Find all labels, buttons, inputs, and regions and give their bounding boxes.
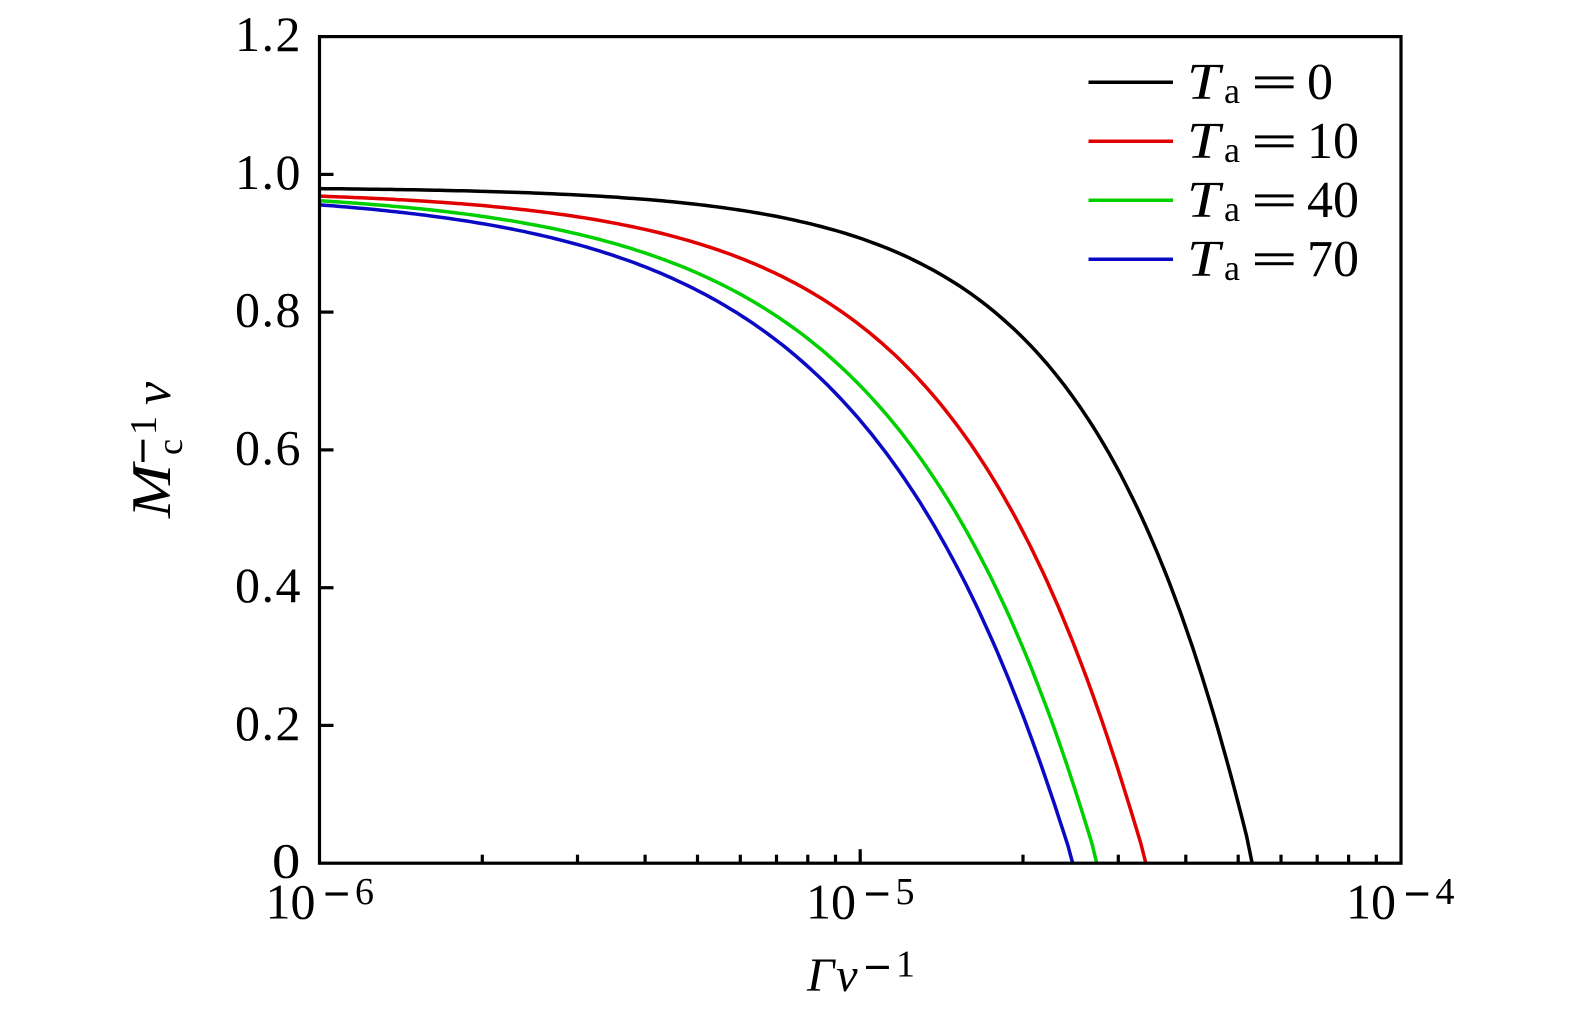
svg-text:10: 10 — [1346, 873, 1396, 929]
svg-text:1: 1 — [123, 416, 165, 435]
svg-text:1.2: 1.2 — [235, 6, 302, 62]
svg-text:a: a — [1224, 248, 1240, 288]
svg-text:5: 5 — [896, 871, 915, 913]
svg-text:40: 40 — [1307, 172, 1359, 229]
svg-text:T: T — [1187, 172, 1224, 229]
svg-text:Γv: Γv — [806, 949, 860, 1002]
svg-text:T: T — [1187, 54, 1224, 111]
svg-text:0.2: 0.2 — [235, 695, 302, 751]
svg-text:T: T — [1187, 231, 1224, 288]
svg-text:a: a — [1224, 71, 1240, 111]
svg-text:10: 10 — [806, 873, 856, 929]
svg-text:c: c — [150, 439, 190, 455]
svg-text:a: a — [1224, 130, 1240, 170]
svg-text:6: 6 — [355, 871, 374, 913]
svg-text:70: 70 — [1307, 231, 1359, 288]
svg-text:0: 0 — [272, 833, 302, 889]
svg-text:1: 1 — [896, 944, 915, 986]
svg-text:a: a — [1224, 189, 1240, 229]
svg-text:0: 0 — [1307, 54, 1333, 111]
svg-text:0.4: 0.4 — [235, 557, 302, 613]
svg-text:v: v — [125, 381, 182, 405]
svg-text:M: M — [121, 460, 183, 519]
svg-text:T: T — [1187, 113, 1224, 170]
svg-text:4: 4 — [1436, 871, 1455, 913]
svg-text:1.0: 1.0 — [235, 144, 302, 200]
svg-text:0.8: 0.8 — [235, 282, 302, 338]
svg-text:0.6: 0.6 — [235, 419, 302, 475]
svg-text:10: 10 — [266, 873, 316, 929]
svg-text:10: 10 — [1307, 113, 1359, 170]
